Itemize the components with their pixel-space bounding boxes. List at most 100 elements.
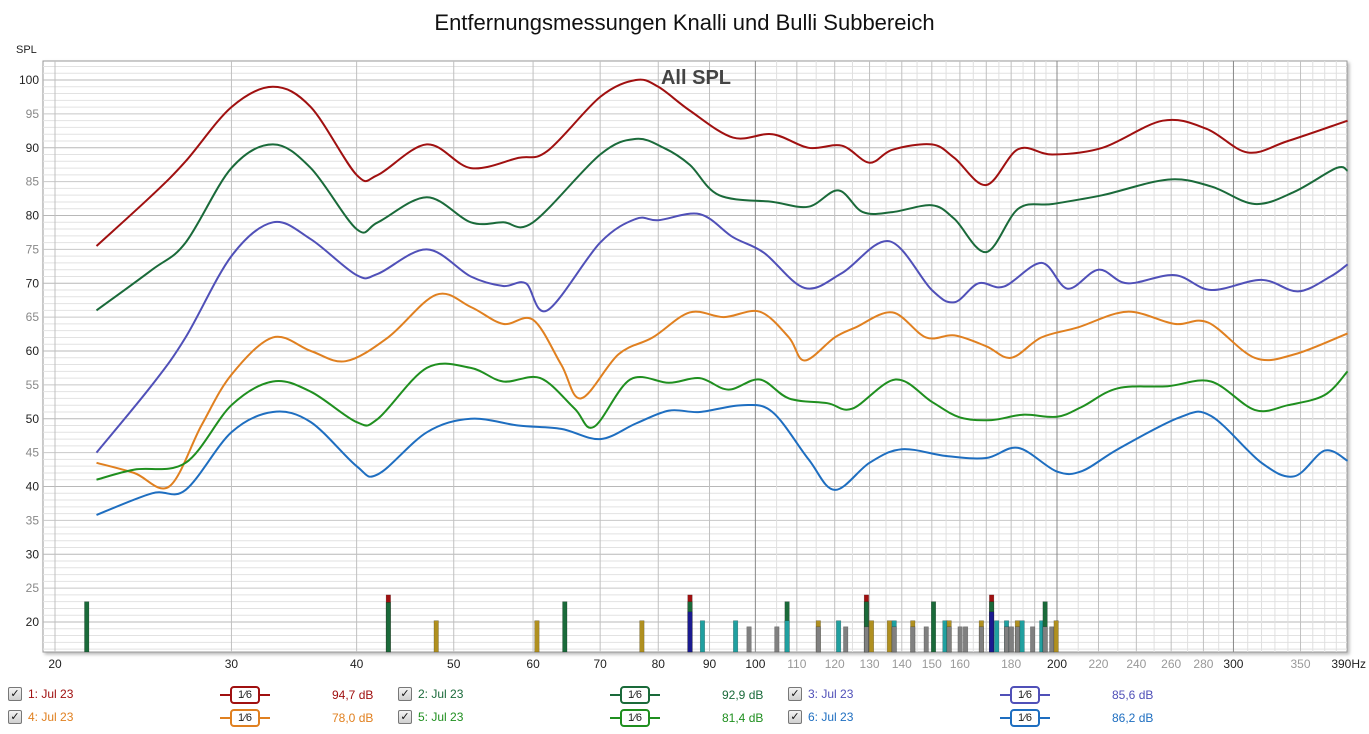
series-name: 1: Jul 23 [28,687,74,701]
series-line-2 [95,137,1349,312]
peak-marker [963,626,969,653]
series-checkbox[interactable]: ✓ [398,710,412,724]
peak-marker [942,620,948,653]
peak-marker [687,611,693,653]
x-tick-label: 350 [1291,657,1311,671]
y-axis-label: SPL [16,44,37,56]
legend-series-toggle[interactable]: ✓ 1: Jul 23 [8,687,73,701]
legend-series-toggle[interactable]: ✓ 4: Jul 23 [8,710,73,724]
peak-marker [836,620,842,653]
peak-marker [1053,620,1059,653]
peak-marker [815,626,821,653]
peak-marker [1014,626,1020,653]
legend-series-toggle[interactable]: ✓ 5: Jul 23 [398,710,463,724]
legend-item: ✓ 4: Jul 23 1⁄6 78,0 dB [8,709,388,729]
smoothing-label: 1⁄6 [620,686,650,704]
series-checkbox[interactable]: ✓ [8,710,22,724]
legend-series-toggle[interactable]: ✓ 2: Jul 23 [398,687,463,701]
legend-series-toggle[interactable]: ✓ 3: Jul 23 [788,687,853,701]
y-tick-label: 95 [26,107,40,121]
smoothing-button[interactable]: 1⁄6 [1000,686,1050,704]
y-ticks: 100 95 90 85 80 75 70 65 60 55 50 45 40 35 30 25 20 [19,73,39,629]
smoothing-label: 1⁄6 [620,709,650,727]
x-tick-label: 200 [1047,657,1067,671]
y-tick-label: 30 [26,547,40,561]
line-swatch [650,717,660,719]
peak-markers [84,594,1059,653]
x-tick-label: 220 [1088,657,1108,671]
peak-marker [784,620,790,653]
y-tick-label: 90 [26,141,40,155]
x-tick-label: 40 [350,657,364,671]
y-tick-label: 80 [26,209,40,223]
y-tick-label: 35 [26,513,40,527]
line-swatch [220,717,230,719]
y-tick-label: 85 [26,175,40,189]
line-swatch [1000,717,1010,719]
peak-marker [1008,626,1014,653]
x-tick-label: 280 [1193,657,1213,671]
peak-marker [1004,626,1010,653]
smoothing-label: 1⁄6 [230,686,260,704]
series-line-5 [96,362,1349,481]
peak-marker [989,611,995,653]
series-checkbox[interactable]: ✓ [788,710,802,724]
line-swatch [1040,717,1050,719]
series-line-3 [95,212,1349,454]
series-checkbox[interactable]: ✓ [398,687,412,701]
peak-marker [863,626,869,653]
x-tick-label: 100 [745,657,765,671]
x-tick-label: 240 [1126,657,1146,671]
peak-marker [562,601,568,653]
line-swatch [260,694,270,696]
y-tick-label: 45 [26,446,40,460]
series-level: 85,6 dB [1112,688,1154,702]
y-tick-label: 40 [26,480,40,494]
x-tick-label: 120 [825,657,845,671]
peak-marker [1019,620,1025,653]
peak-marker [957,626,963,653]
series-level: 92,9 dB [722,688,764,702]
x-tick-label: 60 [526,657,540,671]
smoothing-label: 1⁄6 [230,709,260,727]
x-tick-label: 70 [593,657,607,671]
series-level: 86,2 dB [1112,711,1154,725]
peak-marker [978,626,984,653]
x-tick-label: 390Hz [1331,657,1366,671]
peak-marker [84,601,90,653]
peak-marker [868,620,874,653]
chart-title: Entfernungsmessungen Knalli und Bulli Su… [434,10,935,35]
series-checkbox[interactable]: ✓ [788,687,802,701]
series-name: 2: Jul 23 [418,687,464,701]
x-tick-label: 50 [447,657,461,671]
peak-marker [843,626,849,653]
series-checkbox[interactable]: ✓ [8,687,22,701]
peak-marker [433,620,439,653]
peak-marker [1049,626,1055,653]
peak-marker [910,626,916,653]
smoothing-button[interactable]: 1⁄6 [610,709,660,727]
smoothing-button[interactable]: 1⁄6 [220,686,270,704]
x-tick-label: 30 [225,657,239,671]
y-tick-label: 75 [26,242,40,256]
peak-marker [385,602,391,653]
legend-item: ✓ 1: Jul 23 1⁄6 94,7 dB [8,686,388,706]
smoothing-button[interactable]: 1⁄6 [610,686,660,704]
x-tick-label: 180 [1001,657,1021,671]
legend-series-toggle[interactable]: ✓ 6: Jul 23 [788,710,853,724]
peak-marker [699,620,705,653]
x-tick-label: 90 [703,657,717,671]
peak-marker [534,620,540,653]
line-swatch [260,717,270,719]
peak-marker [946,626,952,653]
x-tick-label: 300 [1223,657,1243,671]
smoothing-button[interactable]: 1⁄6 [220,709,270,727]
peak-marker [994,620,1000,653]
x-tick-label: 20 [48,657,62,671]
line-swatch [610,717,620,719]
smoothing-button[interactable]: 1⁄6 [1000,709,1050,727]
x-tick-label: 130 [860,657,880,671]
y-tick-label: 25 [26,581,40,595]
peak-marker [639,620,645,653]
spl-chart: SPL 100 95 90 85 80 75 70 65 60 55 50 45 40 35 30 25 20 … [16,44,1366,671]
